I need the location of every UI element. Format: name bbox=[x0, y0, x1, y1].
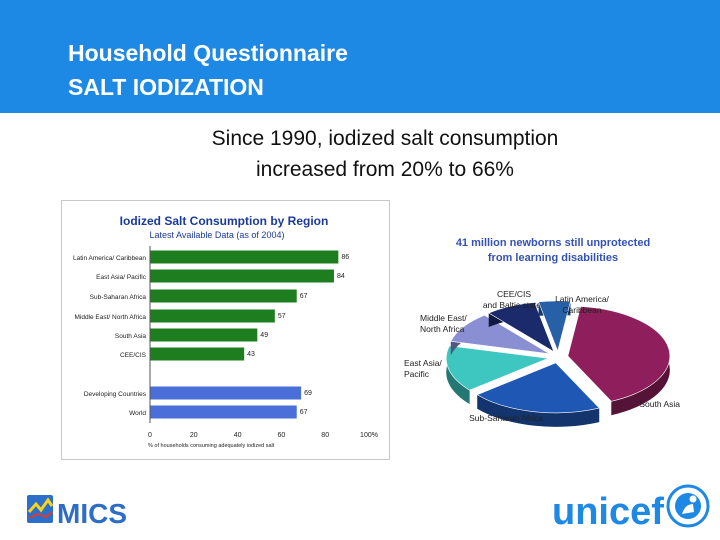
unicef-logo-text: unicef bbox=[552, 491, 664, 533]
pie-slice bbox=[488, 302, 555, 353]
unicef-emblem-icon bbox=[666, 484, 710, 528]
pie-slice bbox=[445, 345, 550, 391]
bar bbox=[150, 250, 339, 264]
bar-value-label: 67 bbox=[300, 409, 308, 416]
bar bbox=[150, 289, 297, 303]
pie-slice-label: Middle East/ bbox=[420, 313, 467, 323]
bar-category-label: World bbox=[129, 410, 146, 417]
bar-x-axis-label: % of households consuming adequately iod… bbox=[148, 443, 275, 449]
bar-category-label: South Asia bbox=[115, 333, 146, 340]
bar bbox=[150, 328, 258, 342]
bar-category-label: CEE/CIS bbox=[120, 352, 147, 359]
bar-value-label: 84 bbox=[337, 273, 345, 280]
pie-title-line1: 41 million newborns still unprotected bbox=[456, 237, 650, 249]
pie-slice-side bbox=[477, 394, 600, 427]
bar-category-label: Middle East/ North Africa bbox=[74, 314, 146, 321]
bar-chart-subtitle: Latest Available Data (as of 2004) bbox=[150, 230, 285, 240]
pie-slice-label: CEE/CIS bbox=[497, 289, 531, 299]
mics-globe-icon bbox=[27, 495, 54, 523]
bar-x-tick-label: 40 bbox=[234, 432, 242, 439]
header-title-line2: SALT IODIZATION bbox=[68, 74, 264, 100]
bar-category-label: Latin America/ Caribbean bbox=[73, 255, 146, 262]
pie-slice-label: and Baltic states bbox=[483, 300, 545, 310]
bar-value-label: 49 bbox=[260, 332, 268, 339]
slide-header: Household Questionnaire SALT IODIZATION bbox=[0, 0, 720, 113]
bar-value-label: 57 bbox=[278, 313, 286, 320]
bar-value-label: 43 bbox=[247, 351, 255, 358]
bar-category-label: Developing Countries bbox=[84, 391, 147, 398]
pie-slice-label: Caribbean bbox=[562, 305, 601, 315]
bar-x-tick-label: 60 bbox=[278, 432, 286, 439]
pie-chart-panel: 41 million newborns still unprotected fro… bbox=[398, 225, 700, 450]
unicef-logo: unicef bbox=[548, 482, 713, 534]
pie-slice bbox=[567, 306, 671, 402]
bar-category-label: Sub-Saharan Africa bbox=[90, 294, 147, 301]
pie-title-line2: from learning disabilities bbox=[488, 252, 618, 264]
bar-x-tick-label: 20 bbox=[190, 432, 198, 439]
slide-subtitle-line1: Since 1990, iodized salt consumption bbox=[211, 127, 559, 150]
header-title-line1: Household Questionnaire bbox=[68, 40, 348, 66]
pie-slice-side bbox=[446, 345, 470, 405]
bar-value-label: 67 bbox=[300, 293, 308, 300]
bar-chart: Iodized Salt Consumption by Region Latest… bbox=[73, 214, 378, 449]
pie-slice-label: South Asia bbox=[639, 399, 680, 409]
bar bbox=[150, 347, 245, 361]
bar bbox=[150, 309, 275, 323]
pie-slice-label: Sub-Saharan Africa bbox=[469, 413, 543, 423]
pie-slice-label: Latin America/ bbox=[555, 294, 609, 304]
bar bbox=[150, 386, 302, 400]
bar-chart-panel: Iodized Salt Consumption by Region Latest… bbox=[61, 200, 390, 460]
pie-slice bbox=[450, 314, 550, 355]
pie-slice-label: North Africa bbox=[420, 324, 465, 334]
bar-chart-title: Iodized Salt Consumption by Region bbox=[120, 214, 329, 228]
mics-logo-text: MICS bbox=[57, 498, 127, 529]
slide-subtitle-line2: increased from 20% to 66% bbox=[256, 158, 514, 181]
bar bbox=[150, 269, 334, 283]
bar-value-label: 86 bbox=[341, 254, 349, 261]
bar-x-tick-label: 0 bbox=[148, 432, 152, 439]
pie-slice bbox=[538, 300, 571, 352]
bar-x-tick-label: 100% bbox=[360, 432, 378, 439]
mics-logo: MICS bbox=[24, 490, 134, 530]
bar-x-tick-label: 80 bbox=[321, 432, 329, 439]
pie-chart: 41 million newborns still unprotected fro… bbox=[404, 237, 680, 427]
pie-slice-label: Pacific bbox=[404, 369, 430, 379]
bar-value-label: 69 bbox=[304, 390, 312, 397]
bar bbox=[150, 405, 297, 419]
pie-slice bbox=[476, 362, 600, 414]
bar-category-label: East Asia/ Pacific bbox=[96, 274, 147, 281]
pie-slice-label: East Asia/ bbox=[404, 358, 442, 368]
